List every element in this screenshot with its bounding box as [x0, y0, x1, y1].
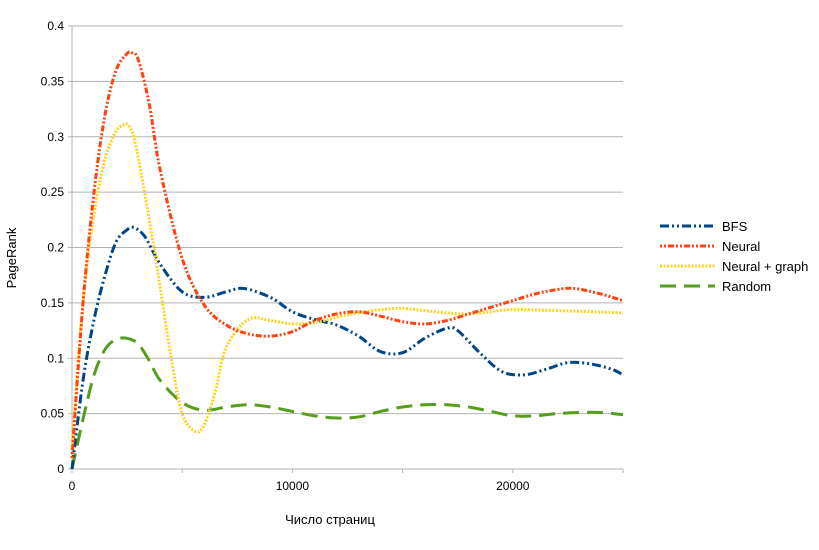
legend: BFS Neural Neural + graph Random: [660, 219, 808, 294]
axes: [68, 25, 624, 473]
legend-label: Neural: [722, 239, 760, 254]
legend-label: Random: [722, 279, 771, 294]
y-tick-labels: 0 0.05 0.1 0.15 0.2 0.25 0.3 0.35 0.4: [41, 19, 65, 476]
gridlines: [72, 25, 623, 415]
y-tick-label: 0: [57, 462, 64, 476]
y-tick-label: 0.2: [47, 241, 64, 255]
series-line-bfs: [70, 225, 624, 470]
series-line-random: [70, 336, 624, 470]
x-tick-labels: 0 10000 20000: [69, 479, 530, 493]
legend-label: BFS: [722, 219, 748, 234]
legend-label: Neural + graph: [722, 259, 808, 274]
series-line-neural: [70, 50, 624, 459]
x-tick-label: 20000: [496, 479, 530, 493]
y-tick-label: 0.35: [41, 74, 65, 88]
y-tick-label: 0.4: [47, 19, 64, 33]
x-tick-label: 0: [69, 479, 76, 493]
x-axis-label: Число страниц: [285, 512, 375, 527]
y-tick-label: 0.15: [41, 296, 65, 310]
y-axis-label: PageRank: [4, 227, 19, 288]
x-tick-label: 10000: [276, 479, 310, 493]
series-line-neural-graph: [70, 122, 624, 447]
y-tick-label: 0.05: [41, 407, 65, 421]
y-tick-label: 0.1: [47, 351, 64, 365]
y-tick-label: 0.25: [41, 185, 65, 199]
series-lines: [70, 50, 624, 470]
y-tick-label: 0.3: [47, 130, 64, 144]
